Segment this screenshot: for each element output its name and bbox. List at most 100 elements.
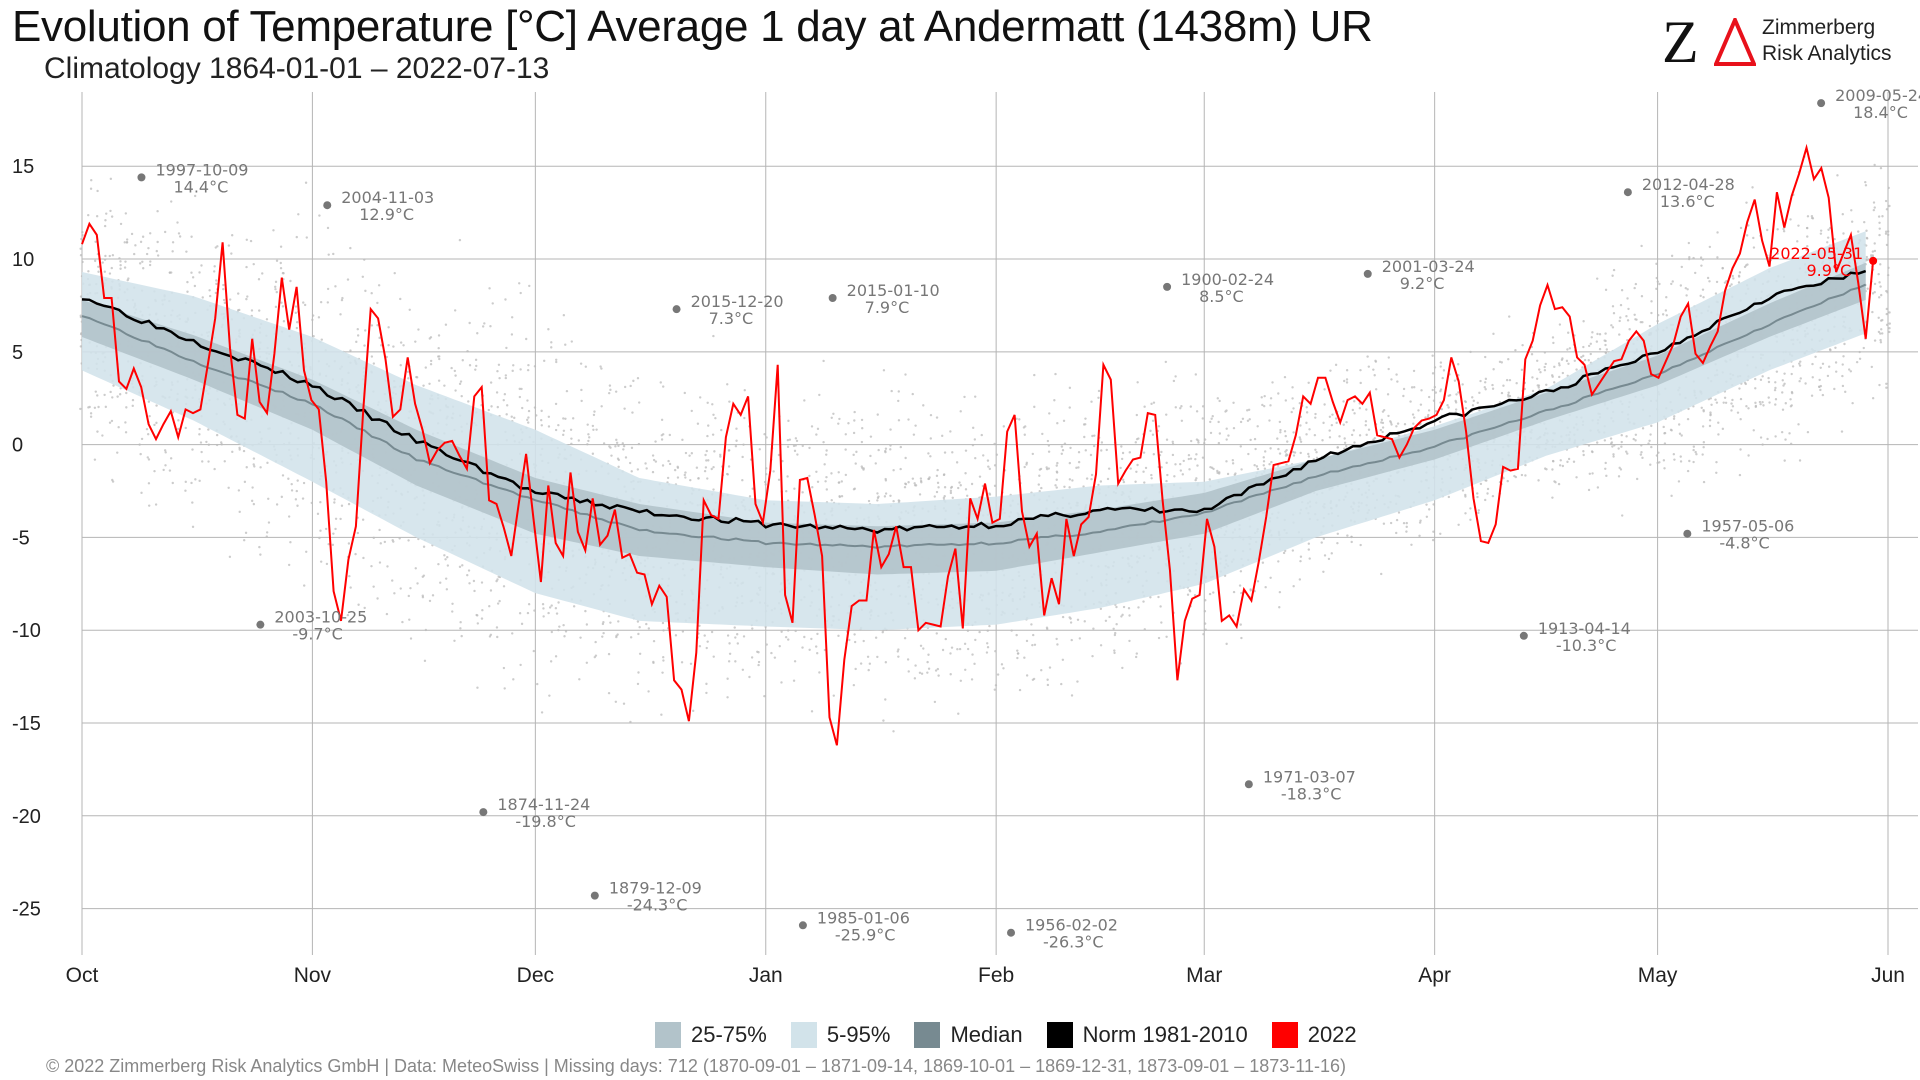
history-dot [1359, 381, 1362, 385]
history-dot [1680, 434, 1683, 437]
history-dot [519, 291, 522, 295]
history-dot [1754, 377, 1757, 381]
history-dot [505, 346, 508, 350]
history-dot [1150, 473, 1153, 477]
history-dot [357, 603, 360, 606]
history-dot [474, 358, 478, 362]
history-dot [311, 314, 315, 317]
history-dot [1299, 559, 1302, 563]
history-dot [454, 389, 457, 392]
history-dot [728, 449, 731, 452]
history-dot [134, 244, 137, 247]
history-dot [822, 359, 825, 363]
history-dot [541, 603, 545, 606]
history-dot [1173, 475, 1176, 478]
history-dot [1701, 453, 1704, 456]
history-dot [795, 439, 799, 443]
history-dot [1045, 626, 1049, 629]
history-dot [662, 655, 665, 659]
history-dot [495, 391, 499, 394]
history-dot [609, 388, 612, 392]
history-dot [349, 246, 352, 250]
history-dot [735, 439, 738, 442]
history-dot [555, 360, 558, 364]
history-dot [96, 189, 99, 193]
history-dot [1239, 570, 1243, 573]
history-dot [884, 492, 888, 495]
history-dot [883, 495, 887, 498]
history-dot [1083, 435, 1086, 439]
history-dot [1702, 441, 1706, 444]
history-dot [1097, 483, 1100, 487]
history-dot [710, 467, 713, 471]
history-dot [1342, 423, 1345, 426]
history-dot [964, 472, 967, 475]
history-dot [191, 276, 195, 279]
history-dot [97, 405, 100, 409]
history-dot [1194, 457, 1197, 461]
history-dot [1640, 444, 1643, 447]
history-dot [1457, 523, 1460, 526]
history-dot [79, 253, 83, 257]
history-dot [1641, 427, 1645, 430]
history-dot [1033, 373, 1036, 377]
history-dot [645, 467, 648, 470]
history-dot [1633, 313, 1636, 316]
history-dot [562, 623, 565, 627]
history-dot [793, 487, 796, 490]
history-dot [1439, 401, 1442, 404]
history-dot [87, 270, 90, 273]
history-dot [186, 280, 189, 284]
history-dot [698, 624, 701, 628]
history-dot [510, 333, 514, 336]
history-dot [324, 527, 328, 531]
history-dot [867, 668, 870, 672]
history-dot [245, 238, 248, 242]
history-dot [1352, 429, 1355, 432]
history-dot [378, 561, 382, 564]
history-dot [1292, 407, 1295, 410]
history-dot [668, 433, 672, 437]
history-dot [1278, 452, 1282, 455]
history-dot [853, 633, 856, 636]
history-dot [995, 453, 999, 456]
history-dot [1194, 373, 1198, 376]
history-dot [703, 469, 707, 473]
history-dot [1157, 425, 1161, 428]
history-dot [765, 436, 768, 439]
history-dot [1738, 473, 1742, 477]
history-dot [949, 673, 952, 676]
history-dot [1307, 452, 1310, 456]
history-dot [1045, 466, 1048, 469]
history-dot [1115, 623, 1118, 626]
history-dot [1151, 433, 1155, 436]
history-dot [794, 437, 798, 440]
history-dot [1596, 441, 1599, 444]
history-dot [130, 232, 134, 236]
history-dot [1246, 419, 1250, 422]
history-dot [884, 661, 888, 664]
history-dot [296, 504, 299, 507]
history-dot [1016, 652, 1020, 655]
history-dot [1731, 405, 1735, 408]
history-dot [1730, 409, 1733, 412]
history-dot [453, 309, 457, 312]
history-dot [1298, 578, 1302, 581]
history-dot [1283, 375, 1287, 379]
history-dot [1232, 590, 1236, 594]
history-dot [109, 177, 113, 181]
history-dot [1299, 451, 1302, 455]
history-dot [142, 267, 145, 270]
history-dot [372, 536, 375, 540]
history-dot [1085, 477, 1089, 480]
history-dot [980, 433, 983, 437]
history-dot [1231, 459, 1235, 462]
history-dot [1620, 440, 1623, 444]
history-dot [231, 450, 234, 454]
history-dot [706, 640, 709, 643]
history-dot [408, 308, 411, 311]
history-dot [124, 421, 127, 424]
history-dot [994, 684, 998, 687]
history-dot [1253, 437, 1257, 441]
history-dot [1090, 477, 1093, 481]
